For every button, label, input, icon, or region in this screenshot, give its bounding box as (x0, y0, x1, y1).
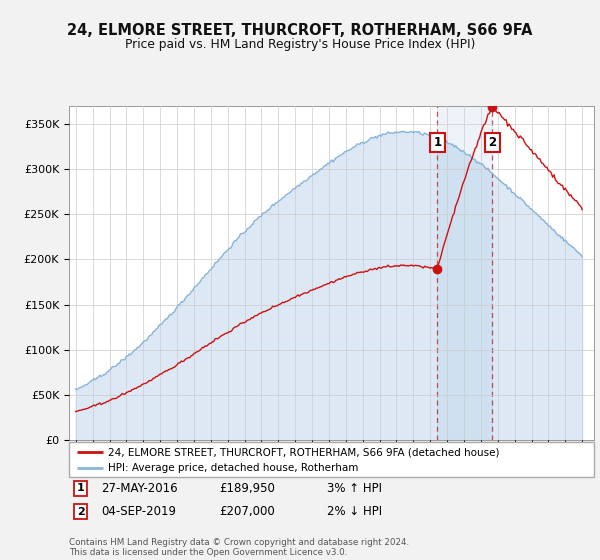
Text: 24, ELMORE STREET, THURCROFT, ROTHERHAM, S66 9FA (detached house): 24, ELMORE STREET, THURCROFT, ROTHERHAM,… (109, 447, 500, 457)
Text: 1: 1 (433, 136, 442, 149)
Text: 3% ↑ HPI: 3% ↑ HPI (327, 482, 382, 495)
Text: Price paid vs. HM Land Registry's House Price Index (HPI): Price paid vs. HM Land Registry's House … (125, 38, 475, 51)
Text: 24, ELMORE STREET, THURCROFT, ROTHERHAM, S66 9FA: 24, ELMORE STREET, THURCROFT, ROTHERHAM,… (67, 24, 533, 38)
Text: 2% ↓ HPI: 2% ↓ HPI (327, 505, 382, 519)
Text: 2: 2 (488, 136, 496, 149)
Text: 27-MAY-2016: 27-MAY-2016 (101, 482, 178, 495)
Text: 04-SEP-2019: 04-SEP-2019 (101, 505, 176, 519)
Text: £189,950: £189,950 (219, 482, 275, 495)
Text: HPI: Average price, detached house, Rotherham: HPI: Average price, detached house, Roth… (109, 464, 359, 473)
Bar (437, 106, 492, 440)
Text: Contains HM Land Registry data © Crown copyright and database right 2024.
This d: Contains HM Land Registry data © Crown c… (69, 538, 409, 557)
Text: £207,000: £207,000 (219, 505, 275, 519)
Text: 2: 2 (77, 507, 85, 517)
Text: 1: 1 (77, 483, 85, 493)
FancyBboxPatch shape (69, 442, 594, 477)
